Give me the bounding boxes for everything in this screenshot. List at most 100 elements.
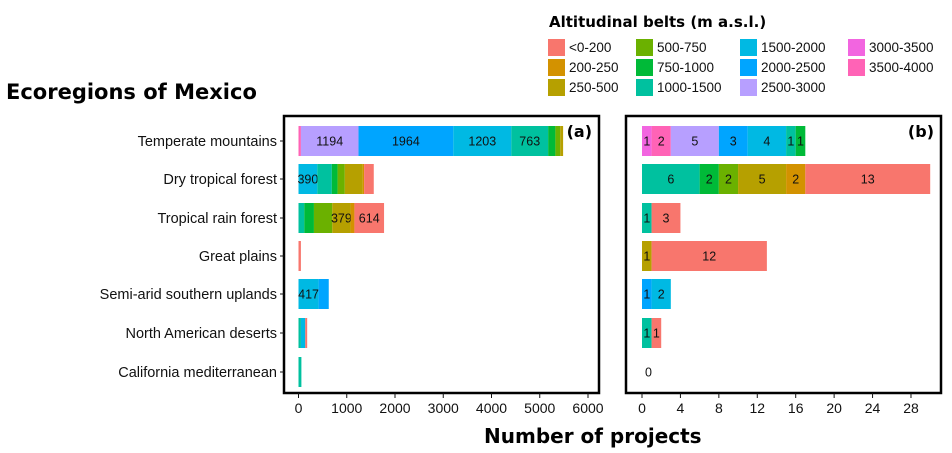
bar-segment [642,126,652,156]
legend-item-label: 200-250 [569,60,619,75]
bar-segment [350,203,355,233]
panel-a: (a) 0 1000 2000 3000 4000 5000 6000 1194 1964 1203… [282,114,604,416]
bar-value-label: 1203 [468,135,496,149]
bar-segment [651,241,767,271]
x-tick-label: 24 [865,400,881,416]
bar-value-label: 1 [653,327,660,341]
legend-swatch [636,59,653,76]
bar-segment [738,164,787,194]
bar-segment [300,318,306,348]
bar-segment [300,126,359,156]
bar-segment [786,126,796,156]
bar-value-label: 3 [663,212,670,226]
bar-segment [642,203,652,233]
legend: <0-200 200-250 250-500 500-750 750-1000 1000-… [548,39,934,96]
legend-item-label: 1000-1500 [657,80,722,95]
bar-value-label: 1 [643,135,650,149]
bar-segment [298,318,301,348]
bar-value-label: 379 [331,212,352,226]
x-tick-label: 28 [903,400,919,416]
panel-b: (b)0 4 8 12 16 20 24 281 2 5 3 4 1 16 2 2 5 2 131 31 121 21 10 [624,114,943,416]
bar-value-label: 1964 [392,135,420,149]
category-label: California mediterranean [118,365,277,381]
bar-segment [304,203,314,233]
category-label: Dry tropical forest [163,172,277,188]
bar-segment [298,203,305,233]
bar-value-label: 5 [691,135,698,149]
bar-value-label: 2 [725,173,732,187]
x-tick-label: 20 [826,400,842,416]
bar-segment [747,126,787,156]
legend-item-label: 2500-3000 [761,80,826,95]
legend-item-label: 3500-4000 [869,60,934,75]
bar-value-label: 2 [658,135,665,149]
legend-swatch [848,39,865,56]
category-label: North American deserts [125,326,277,342]
x-tick-label: 4000 [476,400,507,416]
bar-segment [317,164,332,194]
bar-value-label: 614 [359,212,380,226]
x-tick-label: 8 [715,400,723,416]
x-tick-label: 5000 [524,400,555,416]
x-tick-label: 0 [295,400,303,416]
bar-value-label: 13 [861,173,875,187]
bar-value-label: 1 [643,250,650,264]
panel-frame [282,114,601,395]
bar-segment [642,279,652,309]
x-tick-label: 0 [638,400,646,416]
bar-segment [298,241,301,271]
legend-item-label: 3000-3500 [869,40,934,55]
bar-segment [651,279,671,309]
bar-segment [298,357,302,387]
bar-segment [362,164,365,194]
bar-segment [358,126,454,156]
bar-value-label: 1 [643,212,650,226]
category-label: Great plains [199,249,277,265]
bar-segment [786,164,806,194]
bar-segment [313,203,333,233]
bar-value-label: 1 [643,327,650,341]
bar-value-label: 5 [759,173,766,187]
bar-segment [795,126,806,156]
legend-swatch [740,39,757,56]
bar-segment [298,279,319,309]
bar-segment [305,318,308,348]
category-label: Tropical rain forest [157,211,277,227]
legend-item-label: 500-750 [657,40,707,55]
legend-item-label: 750-1000 [657,60,714,75]
panel-label: (b) [908,122,934,141]
bar-value-label: 12 [702,250,716,264]
x-tick-label: 4 [677,400,685,416]
legend-swatch [636,79,653,96]
bar-segment [332,203,351,233]
legend-item-label: 1500-2000 [761,40,826,55]
legend-item-label: <0-200 [569,40,611,55]
x-tick-label: 6000 [572,400,603,416]
legend-swatch [740,59,757,76]
bar-segment [651,203,681,233]
bar-segment [354,203,385,233]
bar-segment [548,126,556,156]
bar-segment [718,164,739,194]
bar-segment [318,279,329,309]
legend-swatch [740,79,757,96]
bar-value-label: 1 [643,288,650,302]
page-title: Ecoregions of Mexico [6,80,257,104]
bar-segment [555,126,561,156]
bar-segment [453,126,512,156]
category-label: Temperate mountains [138,134,277,150]
bar-segment [718,126,748,156]
x-tick-label: 12 [749,400,765,416]
x-tick-label: 1000 [331,400,362,416]
x-tick-label: 3000 [428,400,459,416]
bar-segment [298,126,301,156]
bar-segment [651,318,662,348]
legend-swatch [548,39,565,56]
x-tick-label: 2000 [379,400,410,416]
bar-segment [699,164,719,194]
bar-segment [642,164,700,194]
bar-segment [670,126,719,156]
bar-value-label: 1 [797,135,804,149]
bar-segment [337,164,345,194]
bar-value-label: 2 [706,173,713,187]
